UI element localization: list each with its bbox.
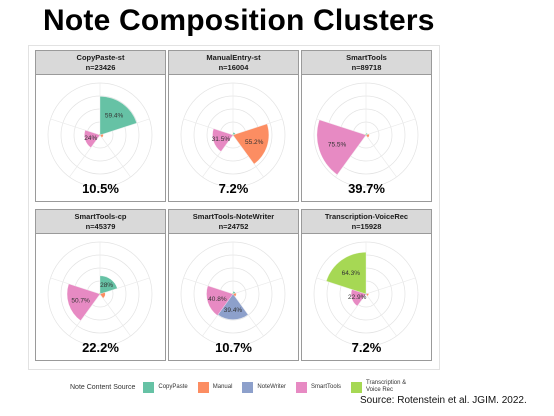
panel-n: n=24752 (218, 222, 249, 231)
panel-strip: SmartTools-cp n=45379 (36, 210, 165, 234)
legend-label: NoteWriter (257, 383, 286, 390)
polar-plot: 75.5% (313, 82, 419, 188)
panel-n: n=15928 (351, 222, 382, 231)
grid-spoke (365, 134, 397, 178)
panel-title: SmartTools-cp (74, 212, 127, 221)
panel-title: SmartTools (346, 53, 387, 62)
wedge-manual (365, 133, 370, 138)
cluster-share: 39.7% (348, 181, 385, 196)
wedge-transcription-voice-rec (231, 133, 234, 136)
cluster-share: 10.7% (215, 340, 252, 355)
wedge-label: 22.9% (348, 294, 367, 301)
wedge-smarttools (84, 129, 101, 148)
panel-smarttools: SmartTools n=89718 75.5% 39.7% (301, 50, 432, 202)
polar-plot: 55.2% 31.5% (180, 82, 286, 188)
wedge-smarttools (316, 119, 367, 175)
polar-plot: 39.4% 40.8% (180, 241, 286, 347)
wedge-label: 28% (100, 282, 113, 289)
panel-n: n=23426 (85, 63, 116, 72)
panel-transcription-voicerec: Transcription-VoiceRec n=15928 22.9% 64.3… (301, 209, 432, 361)
panel-strip: CopyPaste-st n=23426 (36, 51, 165, 75)
wedge-manual (365, 293, 369, 297)
wedge-smarttools (212, 128, 234, 152)
legend-label: Transcription & Voice Rec (366, 380, 407, 393)
wedge-label: 64.3% (342, 270, 361, 277)
wedge-label: 55.2% (245, 139, 264, 146)
chart-legend: Note Content Source CopyPaste Manual Not… (70, 375, 416, 399)
wedge-smarttools (206, 285, 234, 316)
panel-manualentry-st: ManualEntry-st n=16004 55.2% 31.5% 7.2% (168, 50, 299, 202)
wedge-manual (99, 133, 104, 138)
cluster-share: 7.2% (351, 340, 382, 355)
cluster-share: 22.2% (82, 340, 119, 355)
panel-title: Transcription-VoiceRec (324, 212, 409, 221)
panel-strip: SmartTools-NoteWriter n=24752 (169, 210, 298, 234)
legend-item-transcription: Transcription & Voice Rec (351, 380, 406, 394)
grid-spoke (365, 277, 416, 295)
facet-chart: CopyPaste-st n=23426 59.4% 24% 10.5% Manu… (28, 45, 440, 370)
grid-spoke (365, 293, 397, 337)
legend-swatch (242, 381, 254, 393)
legend-label: CopyPaste (158, 383, 188, 390)
grid-spoke (232, 277, 283, 295)
wedge-smarttools (66, 283, 101, 321)
wedge-transcription-voice-rec (231, 292, 234, 295)
wedge-copypaste (99, 96, 137, 136)
legend-swatch (295, 381, 307, 393)
cluster-share: 10.5% (82, 181, 119, 196)
legend-item-smarttools: SmartTools (295, 381, 341, 393)
wedge-transcription-voice-rec (326, 252, 367, 295)
wedge-label: 59.4% (105, 113, 124, 120)
wedge-label: 39.4% (224, 307, 243, 314)
legend-swatch (143, 381, 155, 393)
cluster-share: 7.2% (218, 181, 249, 196)
panel-n: n=89718 (351, 63, 382, 72)
panel-title: CopyPaste-st (76, 53, 125, 62)
wedge-label: 50.7% (71, 297, 90, 304)
legend-title: Note Content Source (70, 383, 136, 391)
panel-strip: Transcription-VoiceRec n=15928 (302, 210, 431, 234)
wedge-label: 40.8% (208, 296, 227, 303)
slide-title: Note Composition Clusters (43, 4, 435, 37)
panel-strip: ManualEntry-st n=16004 (169, 51, 298, 75)
legend-swatch (351, 381, 362, 393)
legend-item-copypaste: CopyPaste (143, 381, 188, 393)
panel-n: n=16004 (218, 63, 249, 72)
grid-spoke (365, 118, 416, 136)
panel-strip: SmartTools n=89718 (302, 51, 431, 75)
legend-item-notewriter: NoteWriter (242, 381, 286, 393)
wedge-transcription-voice-rec (98, 133, 101, 136)
wedge-label: 24% (84, 135, 97, 142)
polar-plot: 28% 50.7% (47, 241, 153, 347)
wedge-label: 31.5% (212, 136, 231, 143)
panel-title: ManualEntry-st (206, 53, 261, 62)
wedge-manual (232, 123, 269, 165)
panel-copypaste-st: CopyPaste-st n=23426 59.4% 24% 10.5% (35, 50, 166, 202)
wedge-manual (99, 292, 106, 299)
wedge-transcription-voice-rec (98, 292, 101, 295)
legend-label: SmartTools (310, 383, 341, 390)
legend-swatch (197, 381, 209, 393)
wedge-copypaste (99, 275, 118, 295)
grid-spoke (99, 293, 131, 337)
panel-smarttools-notewriter: SmartTools-NoteWriter n=24752 39.4% 40.8%… (168, 209, 299, 361)
legend-label: Manual (212, 383, 233, 390)
panel-n: n=45379 (85, 222, 116, 231)
grid-spoke (99, 134, 131, 178)
polar-plot: 59.4% 24% (47, 82, 153, 188)
polar-plot: 22.9% 64.3% (313, 241, 419, 347)
source-citation: Source: Rotenstein et al. JGIM. 2022. (360, 395, 527, 406)
wedge-label: 75.5% (328, 141, 347, 148)
legend-item-manual: Manual (197, 381, 233, 393)
wedge-transcription-voice-rec (364, 133, 367, 136)
panel-title: SmartTools-NoteWriter (192, 212, 275, 221)
panel-smarttools-cp: SmartTools-cp n=45379 28% 50.7% 22.2% (35, 209, 166, 361)
